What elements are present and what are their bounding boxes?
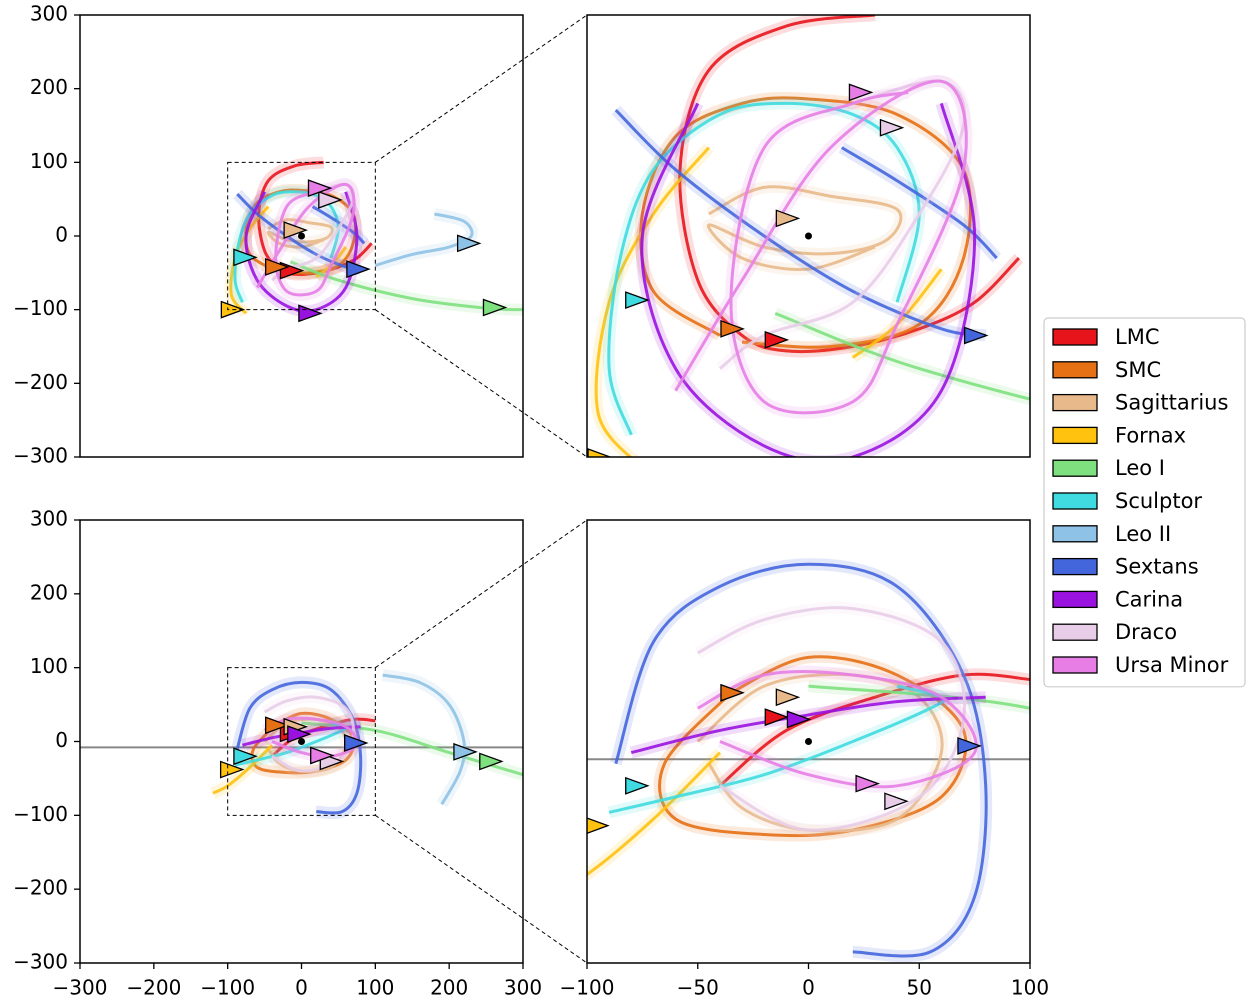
x-tick-label: −50 [677,976,719,1000]
y-tick-label: 300 [30,2,68,26]
galactic-center [805,233,812,240]
y-tick-label: 100 [30,654,68,678]
legend-swatch [1053,624,1097,640]
legend-label: Ursa Minor [1115,653,1229,677]
current-position [626,778,648,794]
y-tick-label: 200 [30,580,68,604]
orbit-halo [1030,170,1250,325]
x-tick-label: 100 [1011,976,1049,1000]
x-tick-label: 0 [295,976,308,1000]
legend-swatch [1053,460,1097,476]
legend-label: Carina [1115,587,1183,611]
legend-swatch [1053,427,1097,443]
legend-swatch [1053,591,1097,607]
zoom-connector [375,815,587,963]
x-tick-label: 0 [802,976,815,1000]
legend-swatch [1053,329,1097,345]
legend-label: Sculptor [1115,489,1202,513]
galactic-center [805,738,812,745]
legend-label: Leo II [1115,522,1171,546]
x-tick-label: 50 [907,976,932,1000]
plot-area [80,675,523,813]
legend-label: Draco [1115,620,1177,644]
legend-swatch [1053,362,1097,378]
legend-swatch [1053,559,1097,575]
legend-swatch [1053,395,1097,411]
legend-swatch [1053,526,1097,542]
current-position [776,689,798,705]
zoom-connector [375,520,587,668]
x-tick-label: −200 [126,976,181,1000]
legend-label: Leo I [1115,456,1165,480]
y-tick-label: −200 [13,876,68,900]
legend-label: Fornax [1115,423,1186,447]
legend-label: SMC [1115,358,1161,382]
current-position [586,818,608,834]
legend-swatch [1053,493,1097,509]
x-tick-label: 100 [356,976,394,1000]
y-tick-label: −300 [13,444,68,468]
y-tick-label: 100 [30,149,68,173]
y-tick-label: 0 [55,223,68,247]
x-tick-label: −300 [53,976,108,1000]
current-position [821,460,843,476]
y-tick-label: 300 [30,507,68,531]
plot-area [221,162,523,321]
orbit [1030,170,1250,325]
x-tick-label: −100 [200,976,255,1000]
legend-label: Sagittarius [1115,391,1228,415]
y-tick-label: 0 [55,728,68,752]
y-tick-label: −300 [13,950,68,974]
y-tick-label: −200 [13,370,68,394]
zoom-connector [375,310,587,457]
legend-label: Sextans [1115,555,1199,579]
zoom-connector [375,15,587,162]
y-tick-label: −100 [13,802,68,826]
legend-label: LMC [1115,325,1159,349]
y-tick-label: −100 [13,296,68,320]
x-tick-label: −100 [560,976,615,1000]
x-tick-label: 300 [504,976,542,1000]
y-tick-label: 200 [30,75,68,99]
galactic-center [298,738,305,745]
legend-swatch [1053,657,1097,673]
galactic-center [298,233,305,240]
x-tick-label: 200 [430,976,468,1000]
